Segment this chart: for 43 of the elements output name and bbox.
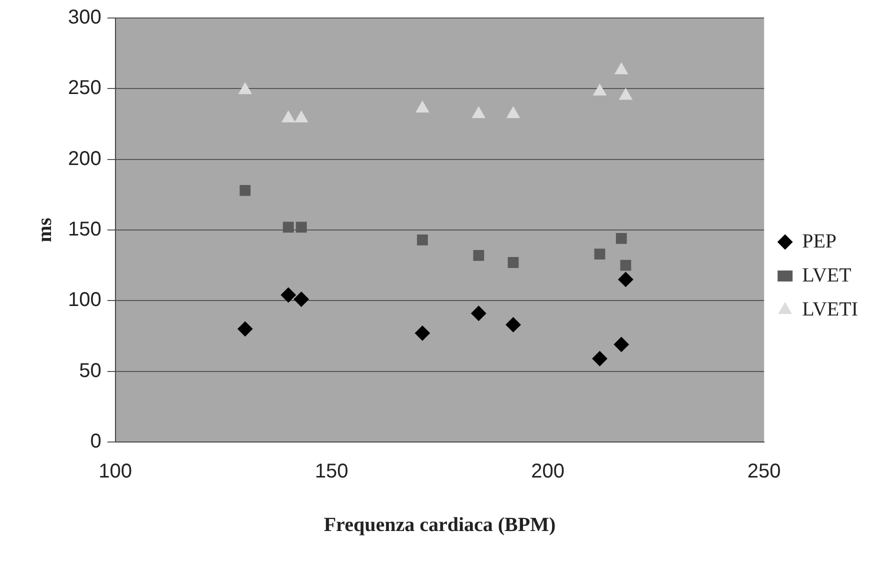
- point: [594, 248, 606, 260]
- point: [238, 82, 252, 94]
- x-tick-label: 100: [98, 460, 132, 483]
- x-tick-label: 250: [747, 460, 781, 483]
- point: [473, 250, 484, 261]
- point: [414, 326, 430, 341]
- point: [416, 234, 428, 246]
- y-axis-title: ms: [34, 218, 56, 242]
- point: [416, 100, 429, 112]
- point: [620, 260, 632, 271]
- point: [238, 321, 253, 336]
- point: [282, 222, 294, 233]
- y-tick-label: 150: [68, 218, 102, 241]
- point: [282, 110, 295, 122]
- y-tick-label: 300: [68, 6, 102, 29]
- point: [614, 62, 628, 74]
- legend-label: LVET: [802, 264, 852, 286]
- point: [296, 222, 307, 233]
- point: [619, 88, 632, 100]
- y-tick-label: 200: [68, 148, 102, 170]
- x-axis-title: Frequenza cardiaca (BPM): [324, 514, 556, 536]
- y-tick-label: 50: [79, 360, 102, 382]
- y-tick-label: 0: [90, 430, 102, 453]
- point: [614, 336, 629, 352]
- point: [240, 184, 251, 196]
- y-tick-label: 250: [68, 77, 102, 100]
- legend-label: LVETI: [802, 298, 858, 320]
- point: [508, 257, 519, 268]
- point: [471, 306, 486, 321]
- point: [593, 84, 606, 96]
- x-tick-label: 150: [314, 460, 348, 483]
- point: [618, 272, 634, 287]
- point: [506, 106, 520, 118]
- point: [472, 106, 486, 118]
- legend-label: PEP: [802, 230, 837, 252]
- point: [294, 110, 308, 122]
- point: [592, 351, 608, 366]
- point: [294, 292, 309, 307]
- point: [616, 233, 627, 244]
- x-tick-label: 200: [531, 460, 565, 483]
- y-tick-label: 100: [68, 289, 102, 312]
- point: [506, 317, 521, 332]
- point: [280, 288, 296, 303]
